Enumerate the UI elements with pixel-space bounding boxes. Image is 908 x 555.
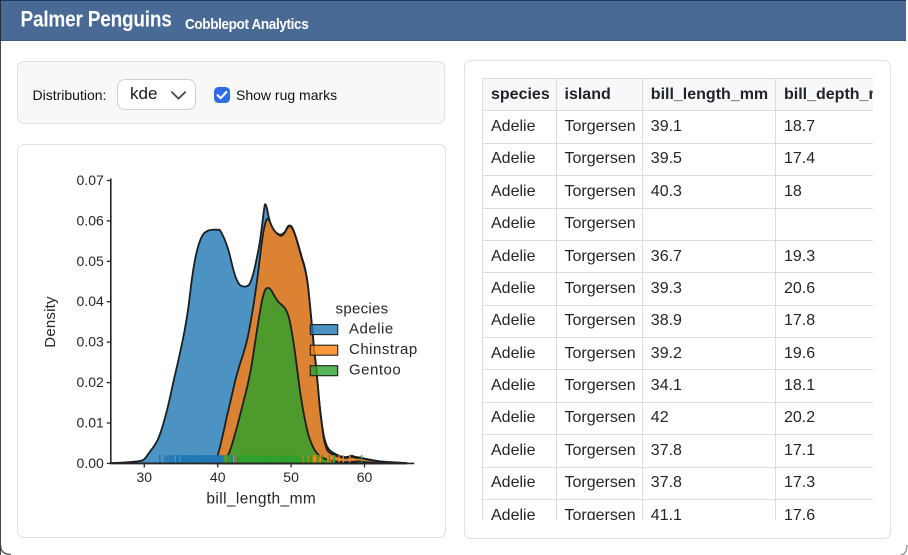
svg-text:Gentoo: Gentoo: [349, 362, 401, 379]
svg-text:60: 60: [357, 469, 373, 485]
svg-text:0.01: 0.01: [77, 415, 104, 431]
svg-text:0.03: 0.03: [77, 334, 104, 350]
svg-text:Chinstrap: Chinstrap: [349, 341, 418, 358]
svg-text:Density: Density: [42, 296, 59, 348]
svg-text:0.00: 0.00: [77, 455, 104, 471]
svg-text:50: 50: [283, 469, 299, 485]
svg-text:0.02: 0.02: [77, 374, 104, 390]
svg-text:30: 30: [137, 469, 153, 485]
svg-text:bill_length_mm: bill_length_mm: [206, 490, 316, 507]
svg-text:40: 40: [210, 469, 226, 485]
svg-text:species: species: [336, 300, 389, 317]
svg-text:0.04: 0.04: [77, 293, 104, 309]
svg-text:0.06: 0.06: [77, 212, 104, 228]
svg-text:Adelie: Adelie: [349, 321, 394, 338]
svg-text:0.05: 0.05: [77, 253, 104, 269]
svg-text:0.07: 0.07: [77, 172, 104, 188]
